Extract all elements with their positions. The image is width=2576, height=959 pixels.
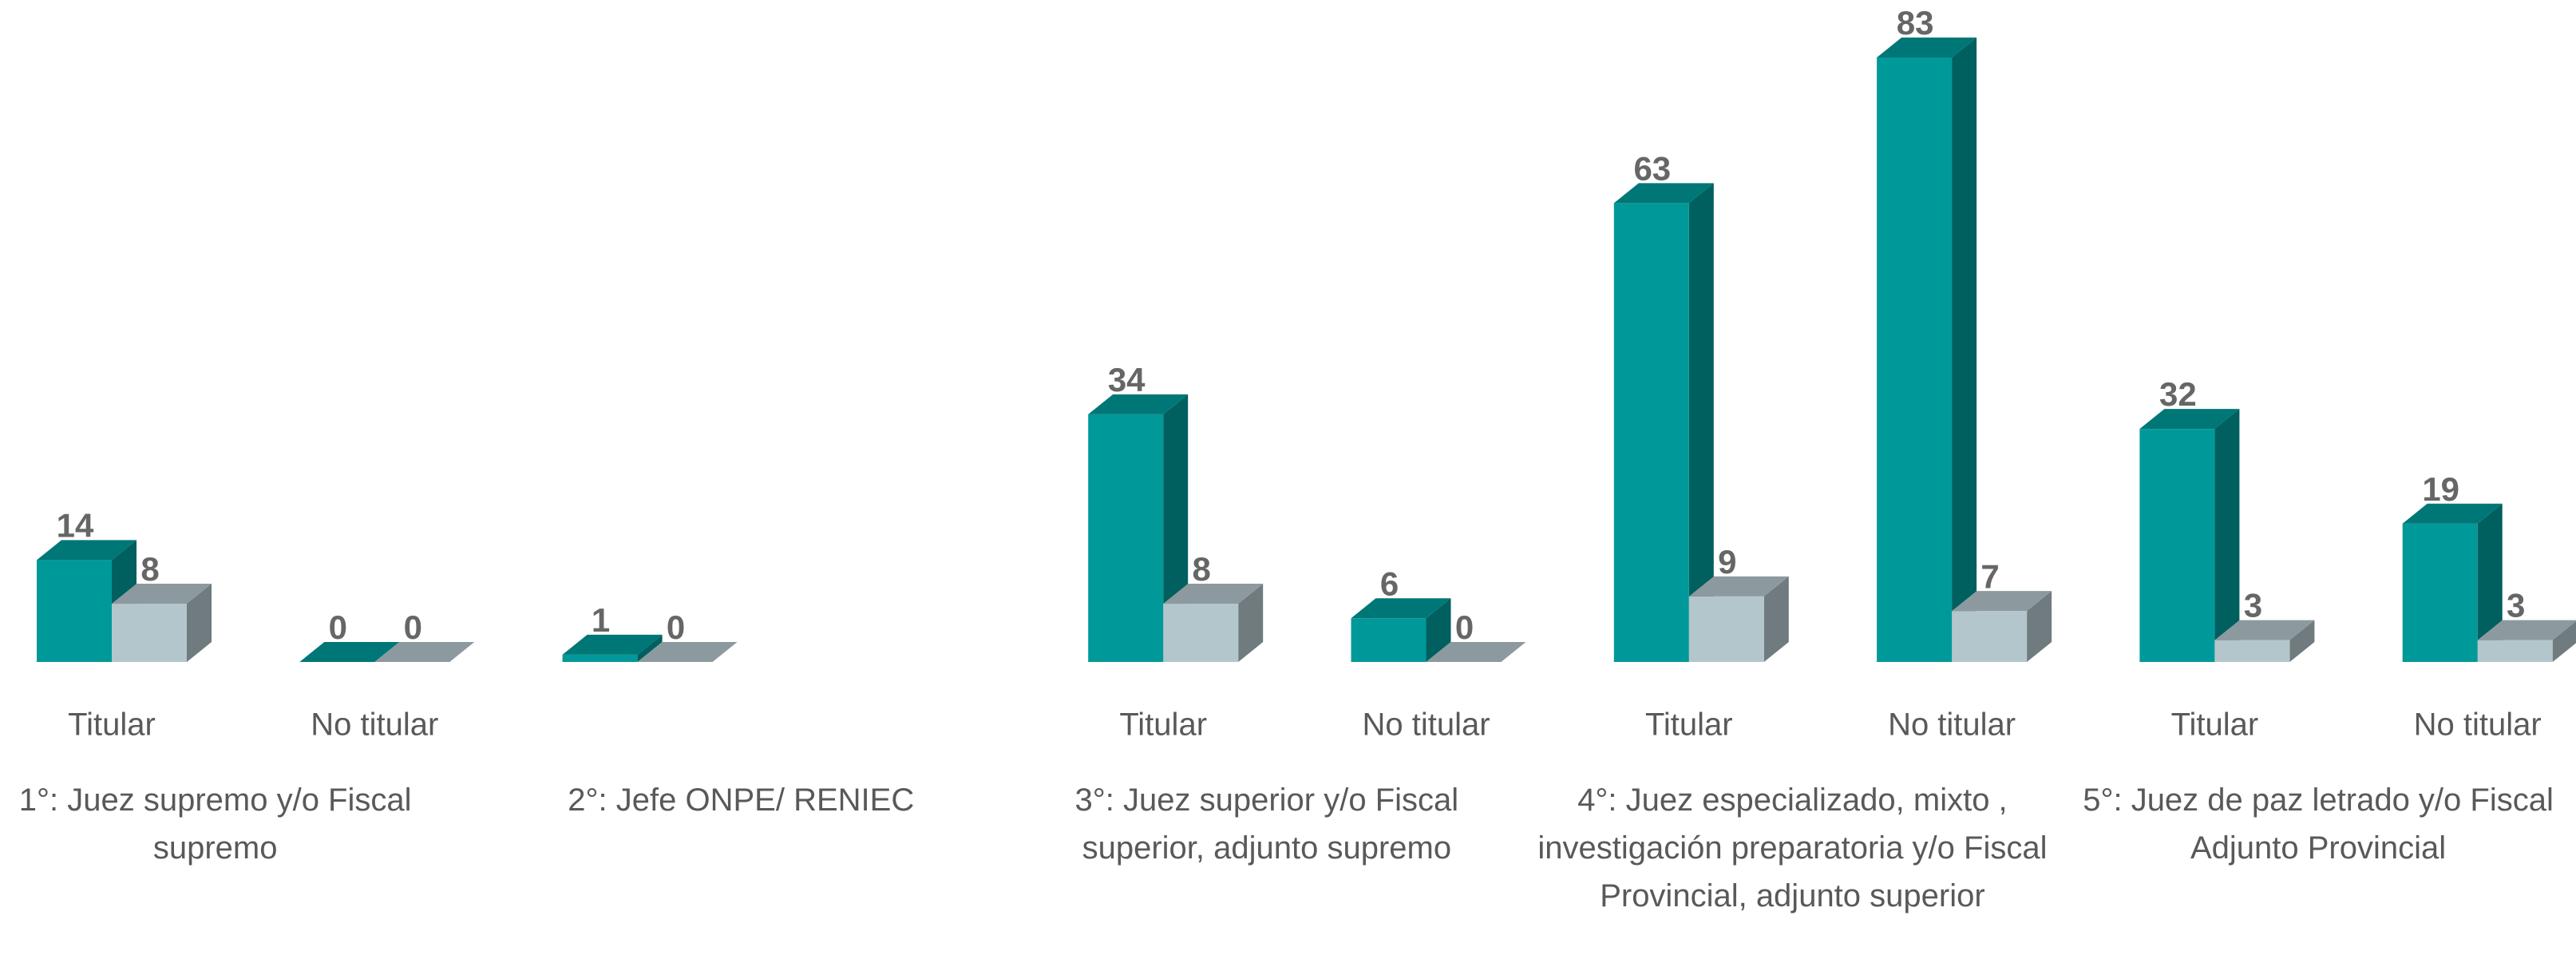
value-label: 63 [1633,150,1671,188]
bar-side [2214,409,2240,662]
bar-top [1952,591,2052,612]
bar [2139,429,2215,662]
bar-side [1763,576,1789,662]
bar-3d [2477,620,2576,662]
x-tick-label: Titular [2171,707,2259,743]
bar-3d [1088,394,1189,662]
bar-3d [1351,598,1451,662]
bar [2214,640,2290,662]
bar-3d [1877,38,1977,662]
x-tick-label: Titular [1119,707,1207,743]
bar-3d [2402,503,2503,662]
bar [2402,523,2478,662]
bar [562,654,638,662]
bar-3d [562,634,663,662]
bar-top [2139,409,2240,430]
bar-top [562,634,663,655]
value-label: 14 [57,506,94,544]
bar-top [1351,598,1451,619]
bar-3d [2214,620,2315,662]
value-label: 3 [2507,587,2525,624]
bar-side [2477,503,2503,662]
value-label: 8 [1193,550,1211,588]
x-tick-label: No titular [1888,707,2016,743]
value-label: 0 [1455,608,1474,646]
value-label: 8 [140,550,159,588]
bar [1613,203,1689,662]
value-label: 9 [1718,543,1736,581]
bar [1877,57,1953,662]
bar [1088,414,1164,662]
bar [1688,596,1764,662]
value-label: 19 [2422,470,2459,508]
bar-top [112,584,212,604]
bar [112,604,187,662]
value-label: 3 [2244,587,2262,624]
bar-3d [1426,642,1526,662]
bar-side [2552,621,2576,662]
bar-side [637,634,663,662]
bar-top [2402,503,2503,524]
value-label: 6 [1380,565,1399,602]
bar [1351,618,1426,662]
bar-side [1688,183,1714,662]
bar-top [1088,394,1189,414]
bar-top [1688,576,1789,596]
bar-3d [1952,591,2052,662]
bar-top [637,642,738,662]
bar-top [37,540,137,561]
bar-top [2214,620,2315,640]
bar-top [1877,38,1977,57]
value-label: 0 [404,608,422,646]
value-label: 0 [329,608,347,646]
bar-top [2477,620,2576,640]
bar [37,560,112,662]
bar-side [187,584,212,662]
group-label: 4°: Juez especializado, mixto , investig… [1537,783,2048,913]
bar-top [374,642,475,662]
value-label: 83 [1897,4,1934,42]
bar [2477,640,2553,662]
bar-3d [637,642,738,662]
bar-top [299,642,400,662]
bar-3d [299,642,400,662]
value-label: 0 [667,608,685,646]
x-tick-label: Titular [68,707,156,743]
group-label: 3°: Juez superior y/o Fiscal superior, a… [1074,783,1459,866]
group-label: 1°: Juez supremo y/o Fiscal supremo [18,783,412,866]
bar-side [1426,598,1451,662]
bar-3d [374,642,475,662]
x-tick-label: No titular [1362,707,1490,743]
bar [1163,604,1239,662]
group-label: 5°: Juez de paz letrado y/o Fiscal Adjun… [2083,783,2554,866]
bar-top [1613,183,1714,204]
value-label: 7 [1980,557,1999,595]
bar-top [1426,642,1526,662]
bar-3d [1613,183,1714,662]
bar-3d [1163,584,1264,662]
x-tick-label: No titular [311,707,438,743]
bar-side [1238,584,1264,662]
bar-side [1952,38,1977,662]
bar-3d [2139,409,2240,662]
bar-3d [112,584,212,662]
bar-side [2027,591,2052,662]
value-label: 34 [1108,361,1146,398]
bar-3d [1688,576,1789,662]
value-label: 32 [2159,375,2197,413]
x-tick-label: No titular [2414,707,2542,743]
group-label: 2°: Jefe ONPE/ RENIEC [568,783,915,818]
value-label: 1 [592,601,610,639]
x-tick-label: Titular [1645,707,1733,743]
bar-side [2289,620,2315,662]
bar [1952,611,2028,662]
bar-top [1163,584,1264,604]
